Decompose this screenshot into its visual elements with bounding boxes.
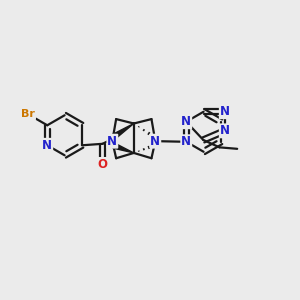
Text: Br: Br	[21, 109, 35, 119]
Text: O: O	[98, 158, 108, 171]
Text: N: N	[181, 115, 191, 128]
Text: N: N	[181, 135, 191, 148]
Text: N: N	[107, 135, 117, 148]
Text: N: N	[220, 124, 230, 137]
Polygon shape	[112, 124, 134, 139]
Text: N: N	[42, 139, 52, 152]
Text: N: N	[220, 105, 230, 118]
Text: N: N	[150, 135, 160, 148]
Polygon shape	[113, 143, 134, 153]
